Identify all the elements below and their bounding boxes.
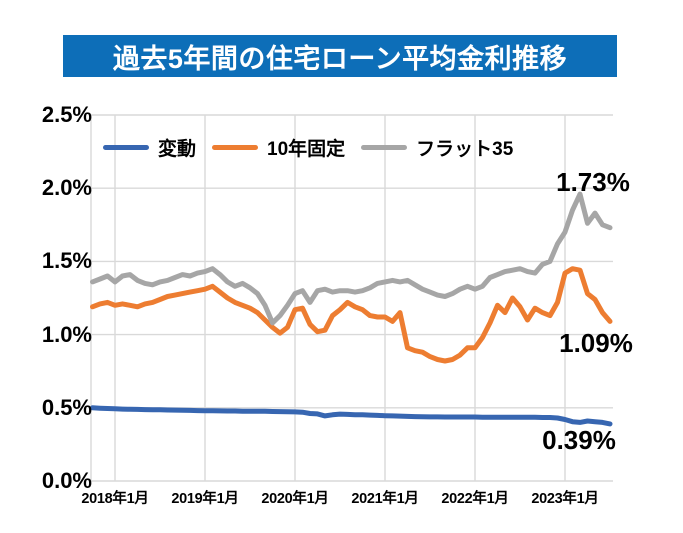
series-line-0 bbox=[90, 405, 613, 427]
y-tick-label: 2.0% bbox=[41, 175, 92, 201]
chart-title-banner: 過去5年間の住宅ローン平均金利推移 bbox=[63, 35, 617, 77]
y-tick-label: 1.0% bbox=[41, 321, 92, 347]
y-tick-label: 2.5% bbox=[41, 102, 92, 127]
legend-label-fixed10: 10年固定 bbox=[267, 138, 346, 160]
chart-legend: 変動 10年固定 フラット35 bbox=[103, 133, 513, 161]
x-tick-label: 2021年1月 bbox=[351, 491, 419, 507]
y-tick-label: 1.5% bbox=[41, 248, 92, 274]
legend-item-flat35: フラット35 bbox=[361, 134, 513, 161]
annotation-flat35-latest: 1.73% bbox=[556, 167, 630, 197]
legend-label-flat35: フラット35 bbox=[416, 138, 514, 160]
legend-swatch-flat35 bbox=[361, 144, 408, 150]
chart-title: 過去5年間の住宅ローン平均金利推移 bbox=[112, 43, 568, 74]
legend-label-variable: 変動 bbox=[158, 138, 197, 160]
x-tick-label: 2020年1月 bbox=[261, 491, 329, 507]
series-line-1 bbox=[90, 266, 613, 364]
y-tick-label: 0.0% bbox=[41, 468, 92, 493]
x-tick-label: 2019年1月 bbox=[171, 491, 239, 507]
legend-swatch-fixed10 bbox=[212, 144, 259, 150]
series-line-2 bbox=[90, 191, 613, 326]
x-tick-label: 2022年1月 bbox=[441, 491, 509, 507]
annotation-fixed10-latest: 1.09% bbox=[559, 328, 633, 358]
x-tick-label: 2023年1月 bbox=[531, 491, 599, 507]
annotation-variable-latest: 0.39% bbox=[542, 425, 616, 455]
legend-swatch-variable bbox=[103, 144, 149, 150]
legend-item-variable: 変動 bbox=[103, 134, 196, 161]
legend-item-fixed10: 10年固定 bbox=[212, 134, 345, 161]
y-tick-label: 0.5% bbox=[41, 394, 92, 420]
x-tick-label: 2018年1月 bbox=[81, 491, 149, 507]
